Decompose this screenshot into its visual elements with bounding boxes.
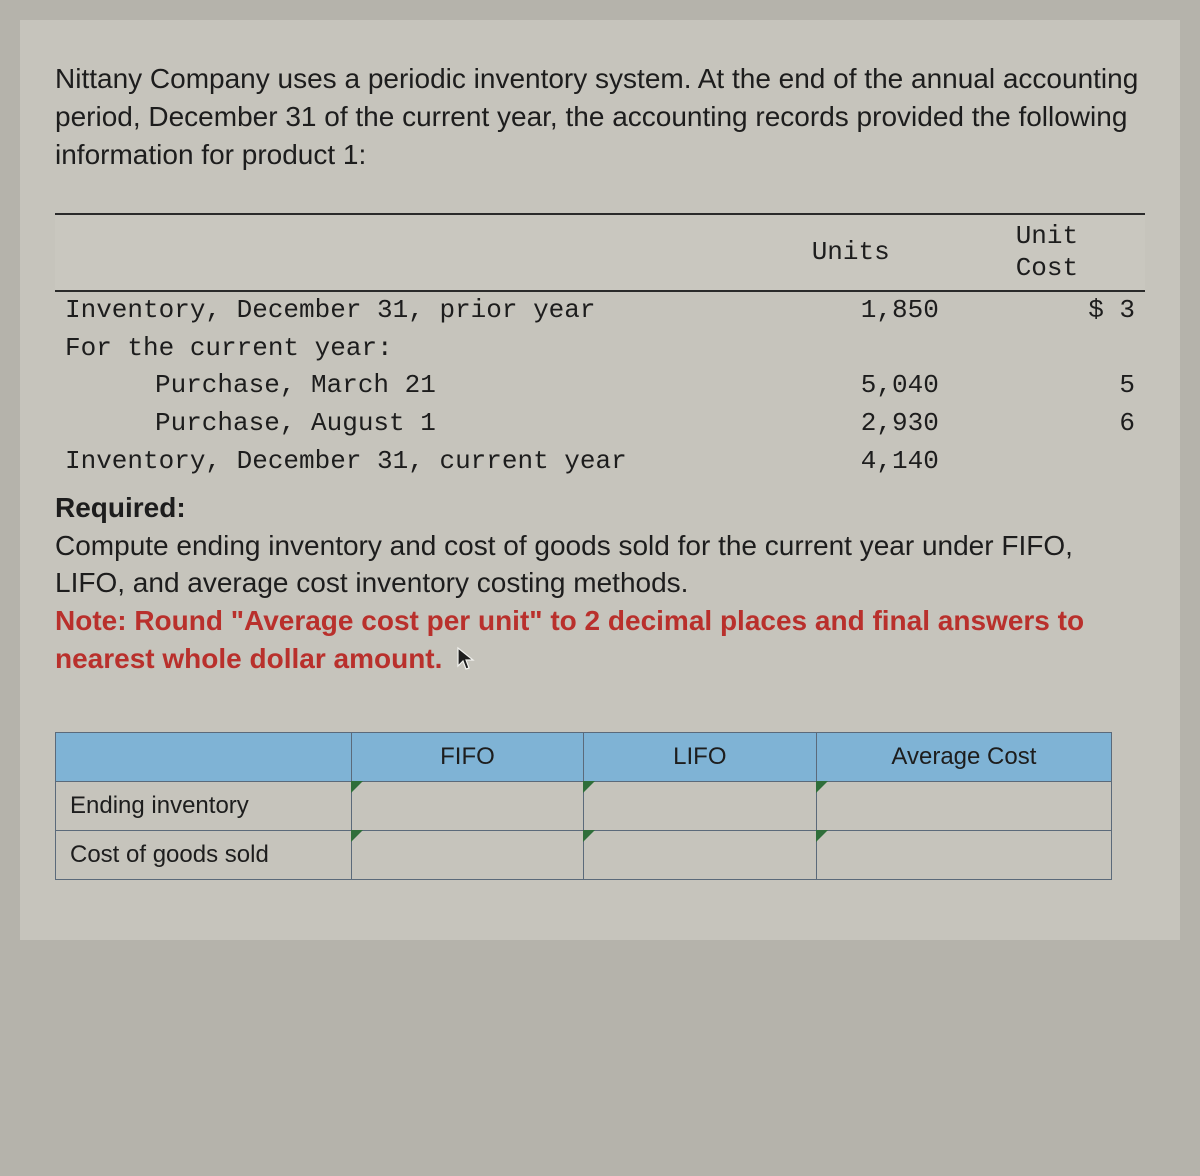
answer-row-label: Ending inventory xyxy=(56,781,352,830)
row-units xyxy=(753,330,949,368)
row-cost xyxy=(949,443,1145,481)
table-row: Inventory, December 31, prior year 1,850… xyxy=(55,291,1145,330)
answer-header-avg: Average Cost xyxy=(816,732,1112,781)
answer-header-lifo: LIFO xyxy=(584,732,816,781)
answer-table: FIFO LIFO Average Cost Ending inventory … xyxy=(55,732,1112,880)
row-units: 4,140 xyxy=(753,443,949,481)
row-label: Inventory, December 31, current year xyxy=(55,443,753,481)
input-marker-icon xyxy=(583,781,595,793)
answer-input-lifo[interactable] xyxy=(584,781,816,830)
row-label: Purchase, March 21 xyxy=(55,367,753,405)
answer-input-lifo[interactable] xyxy=(584,830,816,879)
table-header-row: Units UnitCost xyxy=(55,214,1145,290)
input-marker-icon xyxy=(583,830,595,842)
answer-input-fifo[interactable] xyxy=(351,830,583,879)
row-units: 5,040 xyxy=(753,367,949,405)
table-row: Purchase, August 1 2,930 6 xyxy=(55,405,1145,443)
answer-input-avg[interactable] xyxy=(816,781,1112,830)
required-body: Compute ending inventory and cost of goo… xyxy=(55,530,1073,599)
document-page: Nittany Company uses a periodic inventor… xyxy=(20,20,1180,940)
row-cost: 6 xyxy=(949,405,1145,443)
answer-header-fifo: FIFO xyxy=(351,732,583,781)
input-marker-icon xyxy=(816,830,828,842)
row-cost: $ 3 xyxy=(949,291,1145,330)
answer-input-fifo[interactable] xyxy=(351,781,583,830)
header-blank xyxy=(55,214,753,290)
required-note: Note: Round "Average cost per unit" to 2… xyxy=(55,605,1084,674)
inventory-info-table: Units UnitCost Inventory, December 31, p… xyxy=(55,213,1145,480)
input-marker-icon xyxy=(351,781,363,793)
answer-row-label: Cost of goods sold xyxy=(56,830,352,879)
answer-row: Ending inventory xyxy=(56,781,1112,830)
row-label: Purchase, August 1 xyxy=(55,405,753,443)
input-marker-icon xyxy=(816,781,828,793)
header-unit-cost: UnitCost xyxy=(949,214,1145,290)
cursor-icon xyxy=(456,644,476,682)
row-label: For the current year: xyxy=(55,330,753,368)
row-label: Inventory, December 31, prior year xyxy=(55,291,753,330)
row-units: 1,850 xyxy=(753,291,949,330)
required-block: Required: Compute ending inventory and c… xyxy=(55,489,1145,682)
table-row: Inventory, December 31, current year 4,1… xyxy=(55,443,1145,481)
intro-paragraph: Nittany Company uses a periodic inventor… xyxy=(55,60,1145,173)
answer-input-avg[interactable] xyxy=(816,830,1112,879)
input-marker-icon xyxy=(351,830,363,842)
row-cost xyxy=(949,330,1145,368)
table-row: For the current year: xyxy=(55,330,1145,368)
row-cost: 5 xyxy=(949,367,1145,405)
row-units: 2,930 xyxy=(753,405,949,443)
answer-row: Cost of goods sold xyxy=(56,830,1112,879)
answer-header-row: FIFO LIFO Average Cost xyxy=(56,732,1112,781)
answer-header-blank xyxy=(56,732,352,781)
table-row: Purchase, March 21 5,040 5 xyxy=(55,367,1145,405)
required-label: Required: xyxy=(55,492,186,523)
header-units: Units xyxy=(753,214,949,290)
